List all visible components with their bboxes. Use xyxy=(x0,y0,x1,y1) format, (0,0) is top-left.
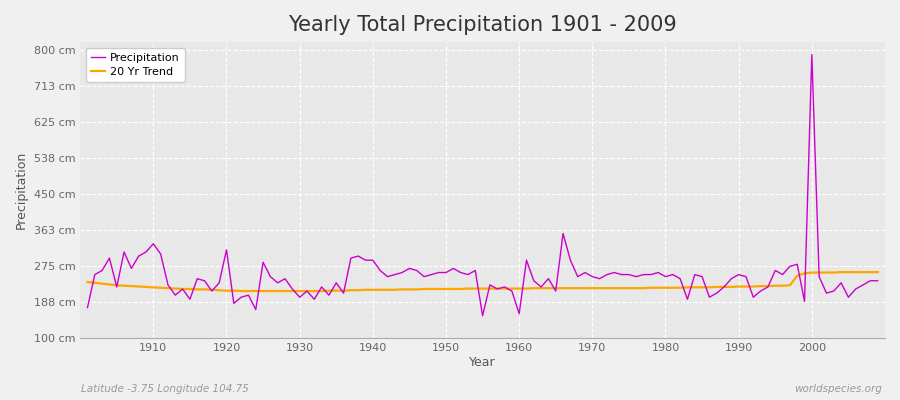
Precipitation xyxy=(806,52,817,57)
Legend: Precipitation, 20 Yr Trend: Precipitation, 20 Yr Trend xyxy=(86,48,185,82)
Line: 20 Yr Trend: 20 Yr Trend xyxy=(87,272,878,291)
20 Yr Trend xyxy=(836,270,847,274)
20 Yr Trend xyxy=(309,289,320,294)
Precipitation xyxy=(521,258,532,262)
20 Yr Trend xyxy=(514,286,525,291)
20 Yr Trend xyxy=(140,284,151,289)
20 Yr Trend xyxy=(353,288,364,293)
Precipitation xyxy=(140,250,151,254)
Line: Precipitation: Precipitation xyxy=(87,54,878,316)
Precipitation xyxy=(302,289,312,294)
Precipitation xyxy=(82,305,93,310)
Precipitation xyxy=(477,313,488,318)
X-axis label: Year: Year xyxy=(469,356,496,369)
20 Yr Trend xyxy=(82,280,93,284)
Precipitation xyxy=(346,256,356,260)
Precipitation xyxy=(514,311,525,316)
Y-axis label: Precipitation: Precipitation xyxy=(15,151,28,229)
20 Yr Trend xyxy=(609,286,620,290)
20 Yr Trend xyxy=(521,286,532,291)
Text: Latitude -3.75 Longitude 104.75: Latitude -3.75 Longitude 104.75 xyxy=(81,384,249,394)
Title: Yearly Total Precipitation 1901 - 2009: Yearly Total Precipitation 1901 - 2009 xyxy=(288,15,677,35)
20 Yr Trend xyxy=(236,289,247,294)
Precipitation xyxy=(872,278,883,283)
20 Yr Trend xyxy=(872,270,883,274)
Text: worldspecies.org: worldspecies.org xyxy=(794,384,882,394)
Precipitation xyxy=(609,270,620,275)
